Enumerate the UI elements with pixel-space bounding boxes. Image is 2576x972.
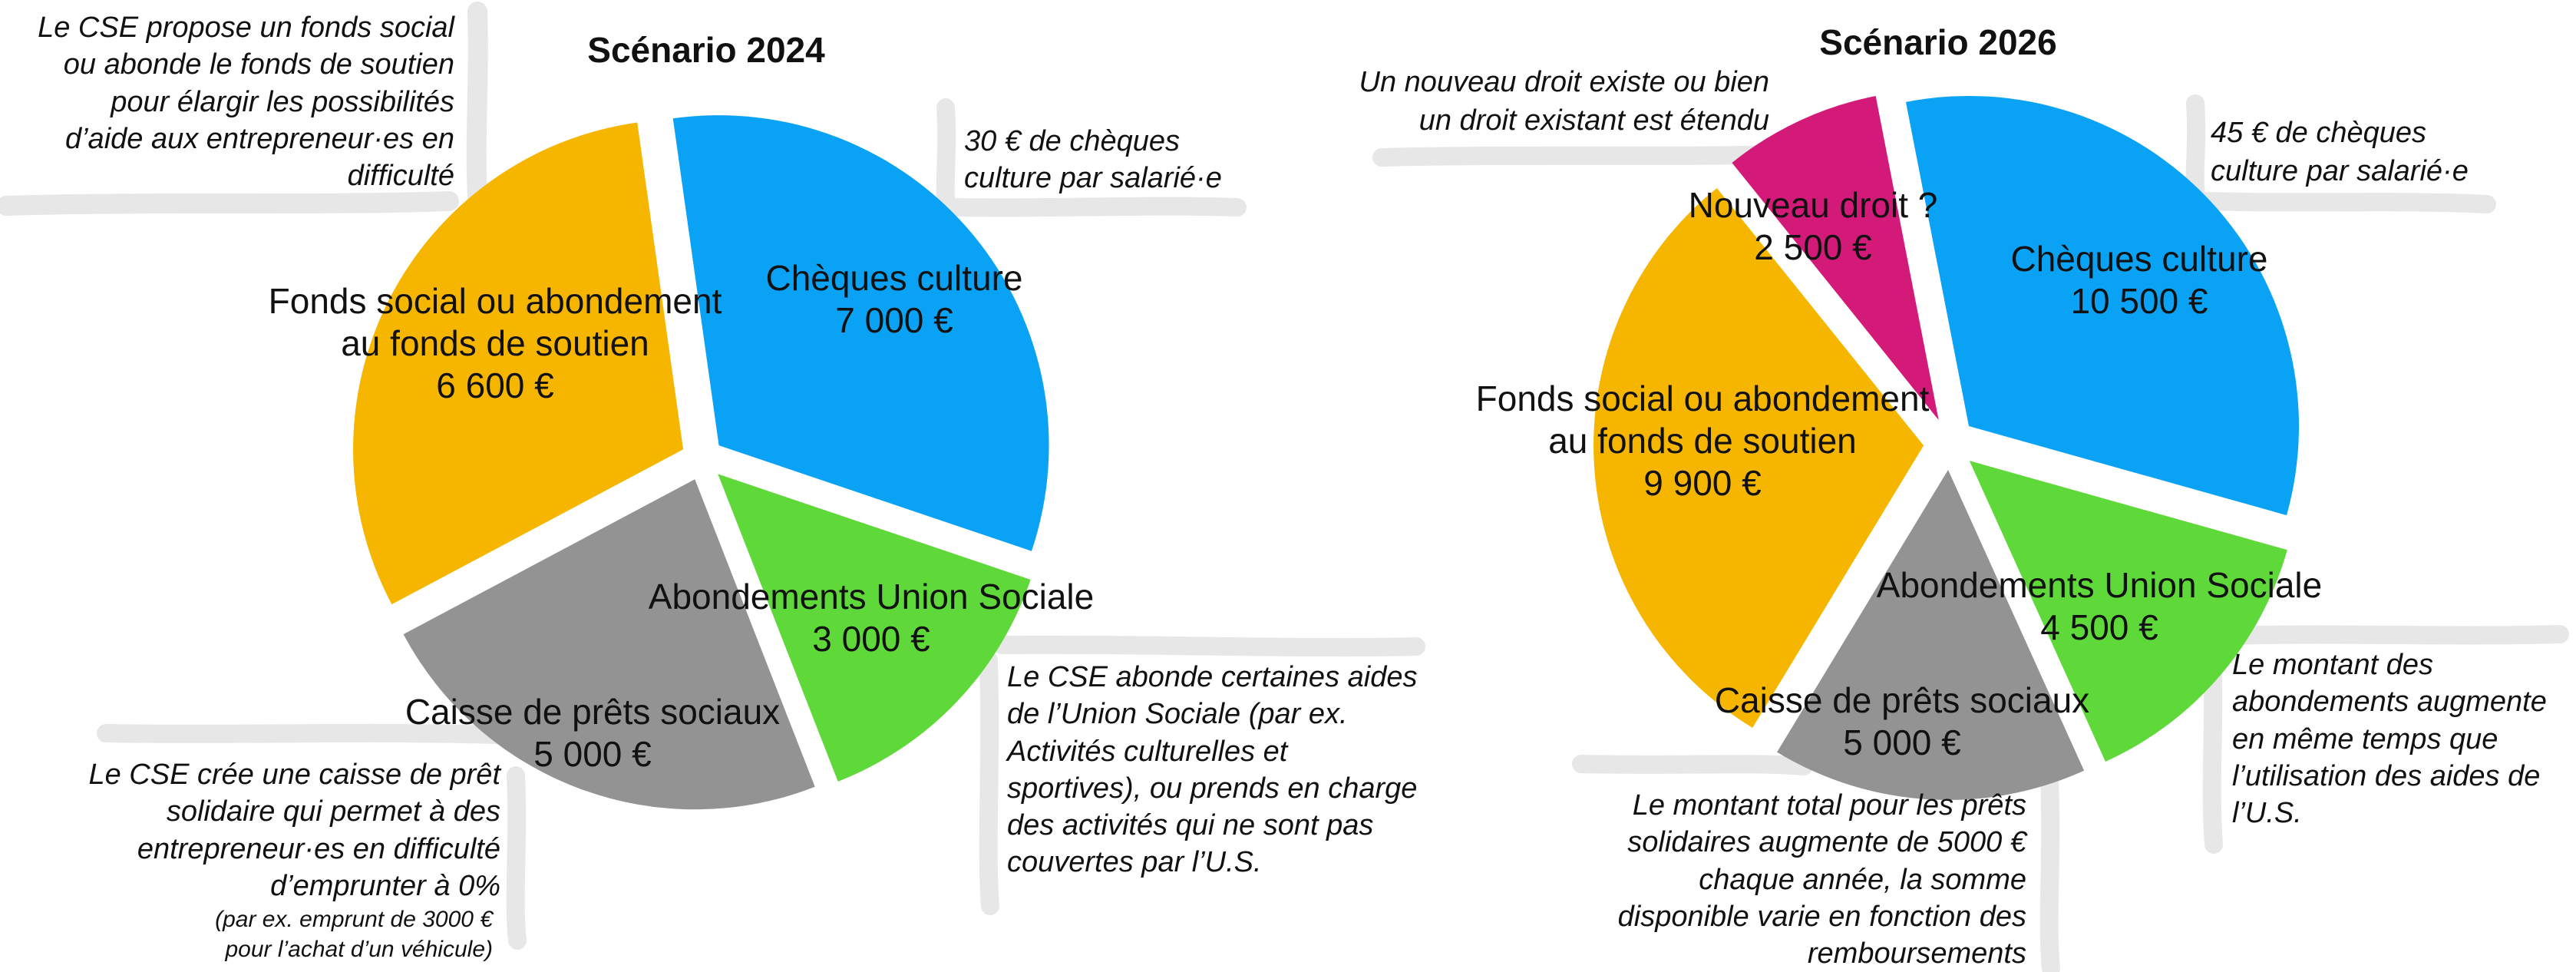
slice-label-fonds-2024: Fonds social ou abondement au fonds de s… [268, 281, 722, 406]
stroke-1 [0, 191, 459, 216]
slice-label-cheques-2024: Chèques culture 7 000 € [765, 257, 1023, 340]
annotation-union-sociale-2024: Le CSE abonde certaines aides de l’Union… [1007, 661, 1418, 879]
stroke-4 [944, 197, 1247, 217]
chart-title-2024: Scénario 2024 [587, 30, 825, 70]
pie-slice-cheques-culture-1 [1905, 95, 2300, 516]
annotation-nouveau-droit-2026: Un nouveau droit existe ou bien un droit… [1359, 66, 1769, 137]
pie-slice-caisse-de-prets-sociaux-0 [403, 479, 815, 810]
stroke-11 [2198, 192, 2496, 213]
annotation-prets-2026: Le montant total pour les prêts solidair… [1617, 789, 2026, 970]
stroke-14 [1572, 755, 1813, 775]
pie-slice-abondements-union-sociale-0 [718, 474, 1031, 782]
stroke-15 [2039, 770, 2060, 972]
annotation-caisse-example-2024: (par ex. emprunt de 3000 € pour l’achat … [215, 907, 493, 962]
stroke-7 [97, 723, 504, 744]
pie-slice-fonds-social-ou-abondement-au-fonds-de-soutien-1 [1593, 188, 1924, 728]
pie-slice-cheques-culture-0 [672, 115, 1049, 551]
slice-label-caisse-2024: Caisse de prêts sociaux 5 000 € [405, 691, 781, 774]
slice-label-nouveau-droit-2026: Nouveau droit ? 2 500 € [1688, 184, 1938, 267]
stroke-8 [506, 766, 527, 950]
slice-label-abondements-2026: Abondements Union Sociale 4 500 € [1876, 564, 2323, 647]
pie-slice-caisse-de-prets-sociaux-1 [1777, 469, 2085, 800]
stroke-2 [466, 2, 488, 206]
stroke-10 [2185, 94, 2206, 209]
pie-chart-2024 [353, 115, 1049, 810]
stroke-12 [2221, 625, 2569, 645]
annotation-caisse-2024: Le CSE crée une caisse de prêt solidaire… [88, 759, 500, 902]
stroke-5 [992, 635, 1425, 657]
pie-slice-abondements-union-sociale-1 [1969, 461, 2287, 762]
slice-label-caisse-2026: Caisse de prêts sociaux 5 000 € [1714, 679, 2090, 762]
pie-slice-nouveau-droit-1 [1732, 96, 1939, 421]
chart-title-2026: Scénario 2026 [1819, 22, 2057, 62]
stroke-6 [979, 651, 999, 915]
stroke-9 [1372, 144, 1809, 167]
annotation-cheques-2024: 30 € de chèques culture par salarié·e [964, 125, 1222, 195]
pie-slice-fonds-social-ou-abondement-au-fonds-de-soutien-0 [353, 122, 684, 605]
annotation-fonds-social-2024: Le CSE propose un fonds social ou abonde… [38, 12, 454, 192]
slice-label-fonds-2026: Fonds social ou abondement au fonds de s… [1475, 379, 1930, 504]
slice-label-abondements-2024: Abondements Union Sociale 3 000 € [648, 576, 1095, 659]
annotation-cheques-2026: 45 € de chèques culture par salarié·e [2211, 117, 2469, 188]
pie-chart-2026 [1593, 95, 2300, 800]
annotation-abondements-2026: Le montant des abondements augmente en m… [2232, 649, 2547, 829]
slice-label-cheques-2026: Chèques culture 10 500 € [2010, 238, 2268, 321]
